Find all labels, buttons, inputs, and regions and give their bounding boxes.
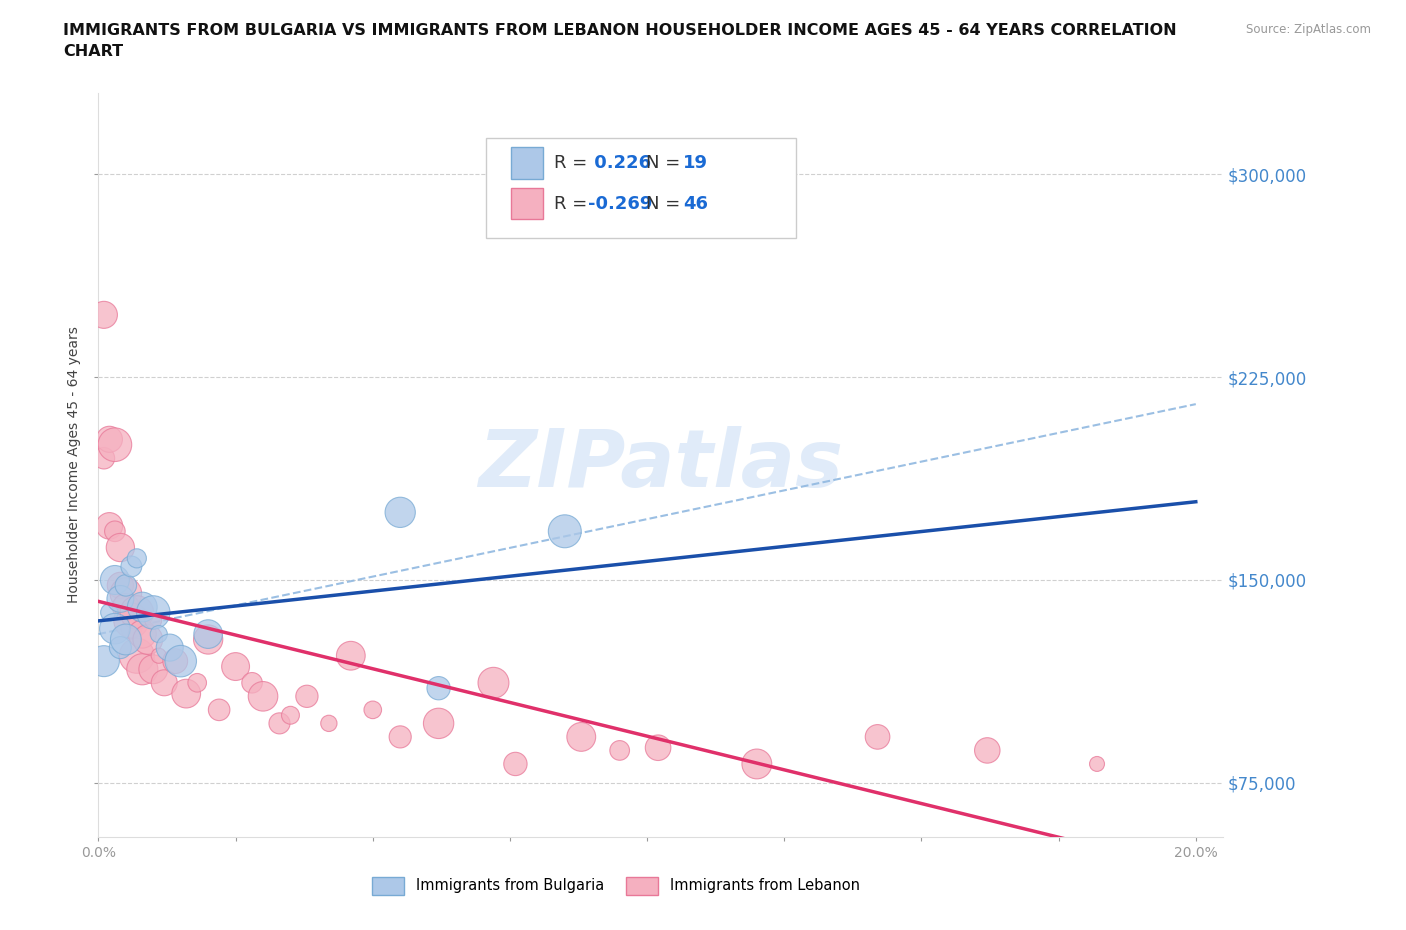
- Point: [153, 675, 176, 690]
- Point: [269, 716, 291, 731]
- Point: [98, 518, 121, 533]
- Text: R =: R =: [554, 195, 593, 213]
- Point: [170, 654, 193, 669]
- FancyBboxPatch shape: [512, 147, 543, 179]
- Text: ZIPatlas: ZIPatlas: [478, 426, 844, 504]
- Point: [110, 540, 132, 555]
- Point: [647, 740, 669, 755]
- Point: [159, 640, 181, 655]
- Text: R =: R =: [554, 154, 593, 172]
- Point: [569, 729, 592, 744]
- Point: [389, 505, 412, 520]
- Point: [110, 640, 132, 655]
- Point: [98, 605, 121, 620]
- Point: [252, 689, 274, 704]
- Point: [142, 613, 165, 628]
- Text: 46: 46: [683, 195, 709, 213]
- Point: [208, 702, 231, 717]
- Point: [131, 662, 153, 677]
- Point: [745, 756, 768, 771]
- Point: [174, 686, 197, 701]
- Point: [197, 627, 219, 642]
- Point: [98, 432, 121, 446]
- Point: [115, 632, 138, 647]
- Text: Source: ZipAtlas.com: Source: ZipAtlas.com: [1246, 23, 1371, 36]
- Text: 0.226: 0.226: [588, 154, 651, 172]
- Point: [1085, 756, 1108, 771]
- Point: [554, 524, 576, 538]
- Point: [120, 559, 142, 574]
- Point: [197, 632, 219, 647]
- Point: [104, 524, 127, 538]
- Point: [482, 675, 505, 690]
- Point: [115, 586, 138, 601]
- Point: [225, 659, 247, 674]
- Text: IMMIGRANTS FROM BULGARIA VS IMMIGRANTS FROM LEBANON HOUSEHOLDER INCOME AGES 45 -: IMMIGRANTS FROM BULGARIA VS IMMIGRANTS F…: [63, 23, 1177, 38]
- Point: [280, 708, 302, 723]
- Point: [104, 437, 127, 452]
- Point: [93, 308, 115, 323]
- FancyBboxPatch shape: [512, 188, 543, 219]
- Point: [125, 648, 148, 663]
- Point: [427, 716, 450, 731]
- Point: [165, 654, 187, 669]
- Point: [120, 613, 142, 628]
- Point: [142, 662, 165, 677]
- Y-axis label: Householder Income Ages 45 - 64 years: Householder Income Ages 45 - 64 years: [67, 326, 82, 604]
- Point: [609, 743, 631, 758]
- Point: [120, 621, 142, 636]
- Point: [115, 600, 138, 615]
- Point: [115, 578, 138, 592]
- Point: [131, 627, 153, 642]
- Point: [240, 675, 263, 690]
- Point: [110, 591, 132, 606]
- Point: [340, 648, 363, 663]
- Point: [93, 654, 115, 669]
- Point: [148, 627, 170, 642]
- Point: [361, 702, 384, 717]
- Legend: Immigrants from Bulgaria, Immigrants from Lebanon: Immigrants from Bulgaria, Immigrants fro…: [366, 870, 866, 900]
- Point: [976, 743, 998, 758]
- Text: -0.269: -0.269: [588, 195, 652, 213]
- Text: N =: N =: [647, 154, 686, 172]
- Point: [136, 632, 159, 647]
- Point: [110, 578, 132, 592]
- Point: [142, 605, 165, 620]
- Point: [295, 689, 318, 704]
- Point: [427, 681, 450, 696]
- Point: [93, 451, 115, 466]
- Point: [505, 756, 527, 771]
- Point: [104, 573, 127, 588]
- Text: CHART: CHART: [63, 44, 124, 59]
- Point: [866, 729, 889, 744]
- Point: [389, 729, 412, 744]
- Point: [131, 600, 153, 615]
- Point: [125, 605, 148, 620]
- Point: [104, 621, 127, 636]
- Text: 19: 19: [683, 154, 709, 172]
- Text: N =: N =: [647, 195, 686, 213]
- Point: [148, 648, 170, 663]
- Point: [186, 675, 208, 690]
- Point: [318, 716, 340, 731]
- FancyBboxPatch shape: [486, 138, 796, 238]
- Point: [125, 551, 148, 565]
